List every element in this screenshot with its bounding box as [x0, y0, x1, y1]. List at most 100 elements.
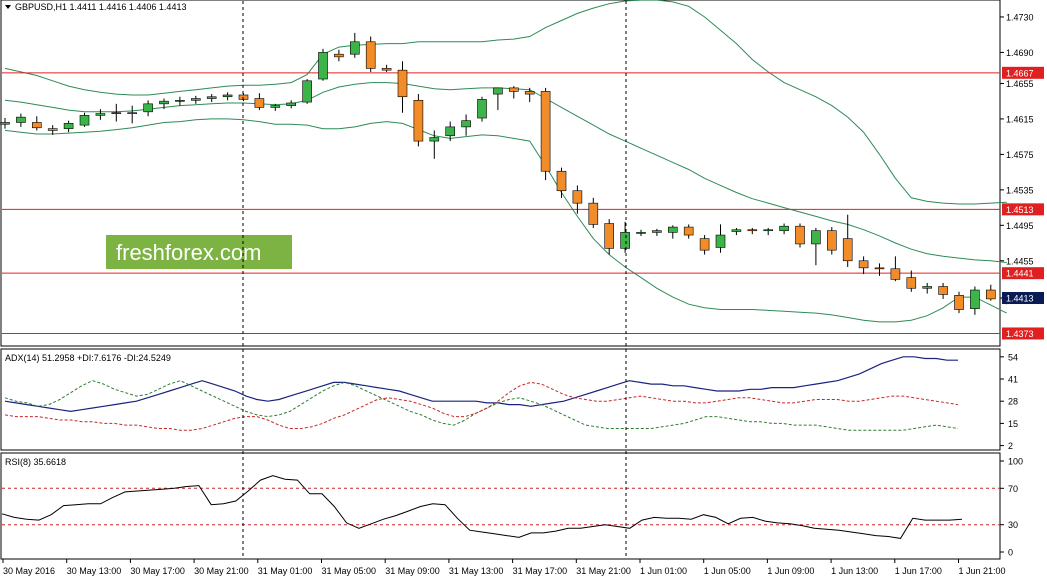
- bollinger-middle: [4, 82, 1007, 263]
- candle-bear: [795, 225, 805, 245]
- level-tag-text-1.4373: 1.4373: [1006, 329, 1034, 339]
- price-axis-label: 1.4495: [1006, 221, 1034, 231]
- rsi-panel-frame: [0, 452, 1001, 560]
- candle-bull: [667, 226, 678, 233]
- candle-bull: [429, 137, 440, 142]
- adx-header: ADX(14) 51.2958 +DI:7.6176 -DI:24.5249: [5, 353, 171, 363]
- candle-bull: [159, 100, 169, 105]
- candle-bear: [699, 238, 710, 251]
- time-axis-label: 1 Jun 01:00: [640, 566, 687, 576]
- candle-bear: [874, 267, 885, 270]
- time-axis-label: 31 May 13:00: [449, 566, 504, 576]
- candle-bull: [270, 105, 281, 108]
- candle-bull: [95, 113, 106, 116]
- symbol-dropdown-icon[interactable]: [5, 5, 11, 9]
- candle-bear: [334, 53, 344, 58]
- time-axis: 30 May 2016 30 May 13:00 30 May 17:00 30 Ma…: [2, 559, 1006, 576]
- time-axis-label: 30 May 17:00: [130, 566, 185, 576]
- candle-bear: [747, 229, 758, 232]
- candle-bull: [731, 229, 742, 232]
- candle-bull: [620, 232, 630, 249]
- time-axis-label: 1 Jun 05:00: [704, 566, 751, 576]
- candle-bull: [63, 123, 74, 129]
- candle-bull: [779, 225, 789, 231]
- candle-bull: [445, 126, 456, 137]
- candle-bull: [318, 52, 328, 80]
- time-axis-label: 31 May 09:00: [385, 566, 440, 576]
- adx-axis-label: 28: [1008, 397, 1018, 407]
- candle-bear: [127, 112, 137, 115]
- watermark-badge: [106, 235, 292, 269]
- price-axis-label: 1.4615: [1006, 114, 1034, 124]
- time-axis-label: 1 Jun 21:00: [959, 566, 1006, 576]
- level-tag-text-1.4441: 1.4441: [1006, 269, 1034, 279]
- candle-bear: [938, 286, 948, 295]
- minus-di-line: [4, 381, 959, 431]
- rsi-line: [1, 475, 963, 539]
- time-axis-label: 30 May 21:00: [194, 566, 249, 576]
- candle-bull: [493, 87, 503, 95]
- rsi-axis-label: 70: [1008, 484, 1018, 494]
- time-axis-label: 1 Jun 13:00: [831, 566, 878, 576]
- current-price-tag: [1002, 292, 1044, 305]
- candle-bear: [508, 87, 519, 92]
- candle-bear: [683, 226, 694, 236]
- adx-panel-frame: [0, 348, 1001, 451]
- time-axis-label: 30 May 2016: [3, 566, 55, 576]
- candle-bear: [381, 68, 392, 71]
- candle-bull: [206, 96, 217, 99]
- candle-bear: [842, 238, 853, 262]
- candle-bear: [826, 230, 837, 251]
- candle-bull: [191, 98, 201, 101]
- price-axis-label: 1.4690: [1006, 48, 1034, 58]
- candle-bear: [985, 289, 996, 300]
- adx-indicator-panel: 54 41 28 15 2: [4, 352, 1018, 451]
- candle-bear: [588, 202, 599, 225]
- level-tag-text-1.4667: 1.4667: [1006, 68, 1034, 78]
- candle-bear: [906, 277, 917, 289]
- candle-bull: [461, 120, 471, 128]
- bollinger-lower: [4, 118, 1007, 323]
- adx-axis-label: 15: [1008, 419, 1018, 429]
- level-tag-1.4373: [1002, 327, 1044, 340]
- main-panel-frame: [0, 0, 1001, 347]
- time-axis-label: 31 May 21:00: [576, 566, 631, 576]
- candle-bull: [811, 230, 821, 245]
- candle-bear: [413, 99, 424, 142]
- adx-axis-label: 54: [1008, 352, 1018, 362]
- candle-bear: [890, 268, 901, 280]
- time-axis-label: 31 May 05:00: [322, 566, 377, 576]
- level-tag-1.4667: [1002, 66, 1044, 79]
- time-axis-label: 31 May 01:00: [258, 566, 313, 576]
- price-axis-label: 1.4535: [1006, 185, 1034, 195]
- candle-bear: [254, 98, 265, 108]
- watermark-text: freshforex.com: [116, 240, 262, 265]
- adx-axis-label: 41: [1008, 375, 1018, 385]
- rsi-axis-label: 100: [1008, 457, 1023, 467]
- candle-bear: [858, 260, 869, 269]
- candle-bull: [763, 229, 774, 232]
- price-axis-label: 1.4575: [1006, 150, 1034, 160]
- main-price-panel: 1.4667 1.4513 1.4441 1.4373 1.4730 1.4690 1.46…: [0, 0, 1044, 340]
- plus-di-line: [4, 380, 959, 431]
- candle-bear: [31, 122, 42, 129]
- symbol-header: GBPUSD,H1 1.4411 1.4416 1.4406 1.4413: [15, 2, 186, 12]
- level-tag-text-1.4513: 1.4513: [1006, 205, 1034, 215]
- candle-bull: [970, 289, 980, 309]
- candle-bull: [922, 286, 933, 289]
- adx-line: [4, 356, 958, 413]
- candle-bull: [111, 112, 122, 115]
- time-axis-label: 1 Jun 17:00: [895, 566, 942, 576]
- candle-bull: [16, 116, 26, 123]
- candle-bear: [604, 223, 615, 249]
- candle-bear: [524, 91, 535, 95]
- candle-bear: [572, 190, 583, 204]
- price-axis-label: 1.4655: [1006, 79, 1034, 89]
- candle-bull: [636, 232, 646, 234]
- candle-bull: [143, 103, 153, 113]
- level-tag-1.4513: [1002, 203, 1044, 216]
- candle-bear: [365, 41, 376, 69]
- time-axis-label: 31 May 17:00: [513, 566, 568, 576]
- current-price-text: 1.4413: [1006, 294, 1034, 304]
- adx-axis-label: 2: [1008, 441, 1013, 451]
